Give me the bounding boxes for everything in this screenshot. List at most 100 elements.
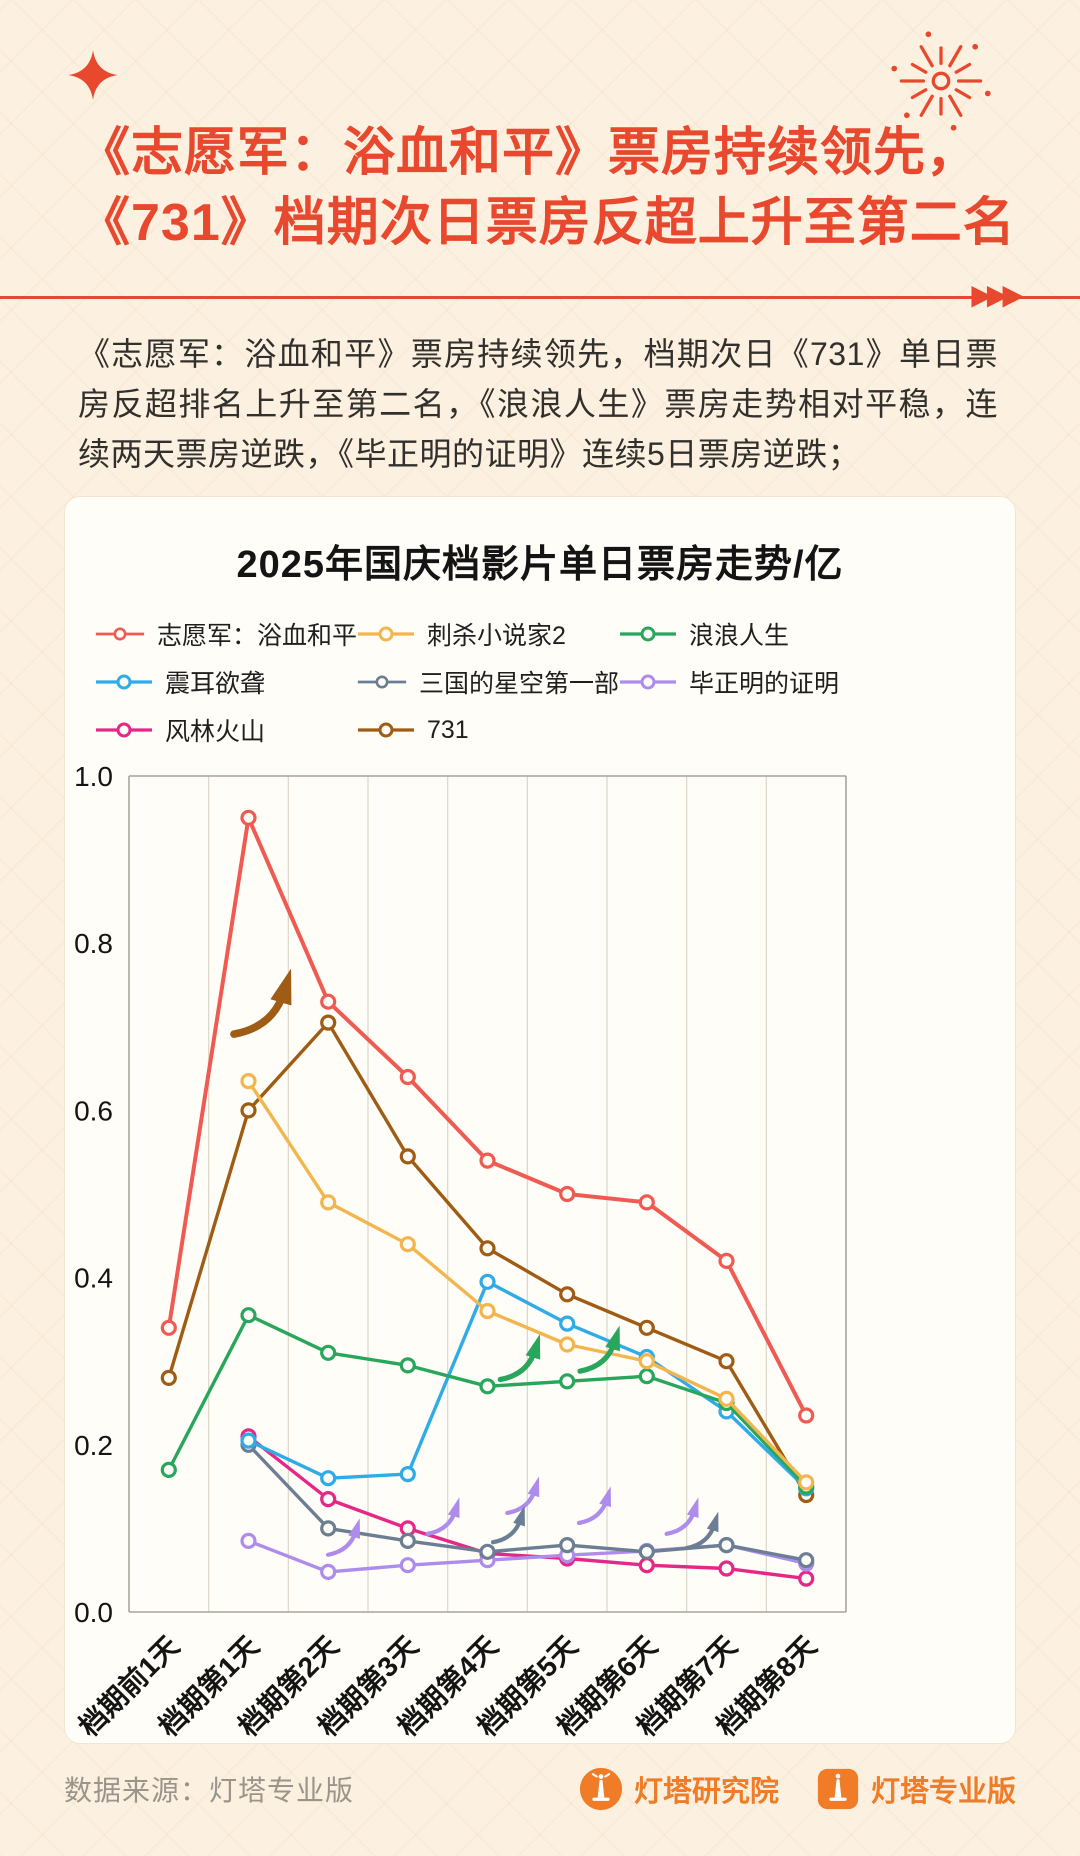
firework-dot <box>925 31 932 38</box>
footer: 数据来源：灯塔专业版 灯塔研究院 灯塔专业版 <box>64 1766 1016 1812</box>
data-point <box>718 1353 735 1370</box>
firework-ray <box>910 62 928 74</box>
firework-dot <box>984 90 991 97</box>
legend-label: 731 <box>427 715 469 744</box>
data-point <box>399 1148 416 1165</box>
legend-marker-icon <box>95 627 145 641</box>
series-line <box>246 1079 808 1485</box>
data-point <box>320 1344 337 1361</box>
lighthouse-badge-icon <box>579 1767 623 1811</box>
data-point <box>479 1240 496 1257</box>
data-point <box>399 1465 416 1483</box>
legend-label: 浪浪人生 <box>689 622 790 650</box>
legend-label: 三国的星空第一部 <box>418 670 619 698</box>
firework-dot <box>903 112 910 119</box>
data-point <box>240 1432 257 1449</box>
legend-item: 浪浪人生 <box>619 616 1015 652</box>
chart-title: 2025年国庆档影片单日票房走势/亿 <box>236 544 844 586</box>
data-point <box>479 1273 496 1290</box>
data-point <box>559 1373 576 1390</box>
firework-ray <box>954 88 972 100</box>
footer-logos: 灯塔研究院 灯塔专业版 <box>578 1766 1016 1812</box>
divider-line: ▶▶▶ <box>0 279 1080 310</box>
legend-marker-icon <box>96 722 152 738</box>
data-point <box>399 1357 416 1374</box>
chart-card: 2025年国庆档影片单日票房走势/亿 志愿军：浴血和平 刺杀小说家2 浪浪人生震耳欲… <box>64 496 1016 1744</box>
y-tick-label: 0.2 <box>74 1430 113 1461</box>
legend-item: 刺杀小说家2 <box>357 616 619 652</box>
data-point <box>798 1570 815 1587</box>
series-line <box>166 815 809 1418</box>
data-point <box>320 1470 337 1487</box>
data-point <box>320 1563 337 1581</box>
legend-marker-icon <box>620 674 676 690</box>
firework-ray <box>954 62 972 74</box>
legend-item: 震耳欲聋 <box>95 664 357 700</box>
data-point <box>240 1073 257 1090</box>
data-point <box>479 1152 496 1169</box>
lighthouse-app-icon <box>817 1768 859 1810</box>
data-point <box>320 1490 337 1508</box>
logo-dengta-pro: 灯塔专业版 <box>815 1766 1016 1812</box>
data-point <box>240 809 257 826</box>
legend-marker-icon <box>358 722 414 738</box>
data-point <box>798 1474 815 1491</box>
data-point <box>320 993 337 1010</box>
divider-arrows-icon: ▶▶▶ <box>971 279 1024 310</box>
data-point <box>320 1194 337 1211</box>
legend-item: 三国的星空第一部 <box>357 664 619 700</box>
data-point <box>718 1252 735 1269</box>
series-line <box>167 1020 808 1497</box>
data-point <box>399 1236 416 1253</box>
firework-dot <box>972 43 979 50</box>
trend-arrow-head <box>447 1497 460 1518</box>
firework-ray <box>948 45 963 68</box>
data-point <box>638 1353 655 1370</box>
data-point <box>718 1536 735 1554</box>
data-point <box>559 1536 576 1554</box>
firework-core <box>931 71 951 91</box>
trend-arrow-head <box>270 968 292 1006</box>
trend-arrow-head <box>525 1333 541 1360</box>
legend-label: 风林火山 <box>165 718 266 746</box>
trend-arrow-head <box>599 1486 611 1508</box>
legend-item: 毕正明的证明 <box>619 664 1015 700</box>
data-point <box>160 1319 177 1336</box>
firework-dot <box>950 124 957 131</box>
data-point <box>638 1557 655 1574</box>
logo-dengta-pro-label: 灯塔专业版 <box>870 1776 1016 1808</box>
legend-marker-icon <box>358 626 414 642</box>
legend-item: 志愿军：浴血和平 <box>95 616 357 652</box>
data-point <box>638 1368 655 1385</box>
data-point <box>240 1102 257 1119</box>
legend-label: 志愿军：浴血和平 <box>156 622 357 650</box>
data-point <box>399 1557 416 1574</box>
series-line <box>246 1443 808 1562</box>
legend-marker-icon <box>96 674 152 690</box>
y-tick-label: 0.0 <box>74 1597 113 1628</box>
data-point <box>160 1461 177 1479</box>
data-point <box>798 1407 815 1424</box>
data-point <box>320 1014 337 1031</box>
page-title-line1: 《志愿军：浴血和平》票房持续领先， <box>78 124 980 182</box>
firework-ray <box>910 88 928 100</box>
logo-dengta-research: 灯塔研究院 <box>578 1766 779 1812</box>
data-point <box>479 1543 496 1560</box>
data-point <box>638 1194 655 1211</box>
trend-arrow-head <box>527 1476 540 1498</box>
trend-arrow-head <box>686 1497 699 1518</box>
legend-label: 震耳欲聋 <box>165 670 266 698</box>
data-point <box>559 1185 576 1203</box>
data-point <box>479 1302 496 1320</box>
series-line <box>246 1280 808 1490</box>
trend-arrow-head <box>605 1325 620 1352</box>
y-tick-label: 0.6 <box>74 1095 113 1126</box>
data-point <box>638 1543 655 1560</box>
data-point <box>479 1378 496 1395</box>
legend-label: 刺杀小说家2 <box>427 622 566 650</box>
sparkle-icon <box>68 50 118 100</box>
intro-paragraph: 《志愿军：浴血和平》票房持续领先，档期次日《731》单日票房反超排名上升至第二名… <box>78 336 998 472</box>
data-point <box>718 1390 735 1407</box>
fireworks-icon <box>891 31 991 131</box>
data-source: 数据来源：灯塔专业版 <box>64 1775 355 1806</box>
